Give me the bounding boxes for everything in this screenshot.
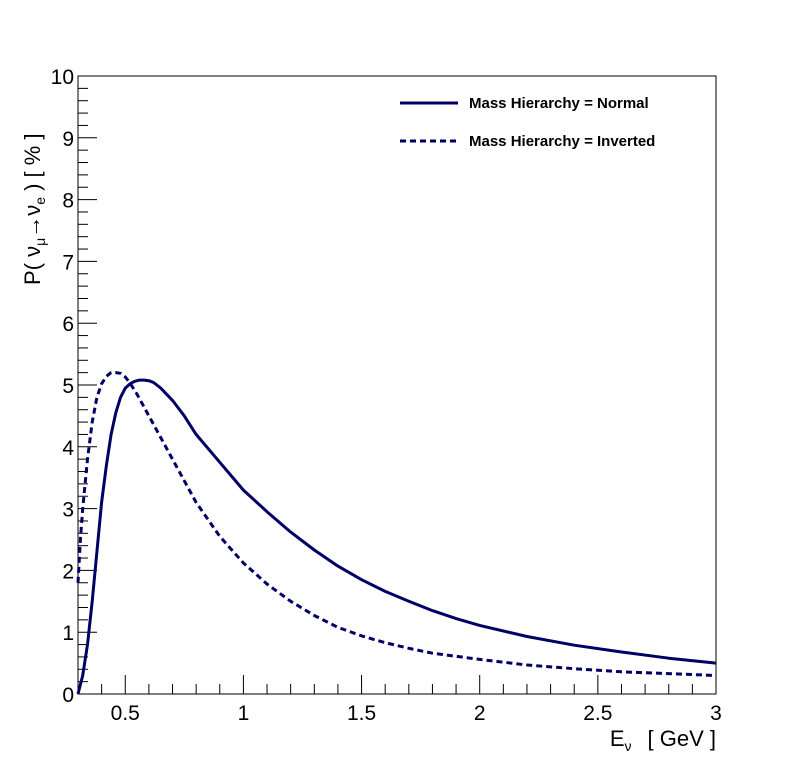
y-tick-label: 1 [62, 622, 74, 645]
y-tick-label: 5 [62, 375, 74, 398]
y-tick-label: 2 [62, 560, 74, 583]
series-lines [76, 371, 717, 695]
y-tick-label: 4 [62, 437, 74, 460]
x-tick-label: 3 [710, 702, 722, 725]
y-tick-label: 3 [62, 499, 74, 522]
x-tick-label: 2.5 [583, 702, 612, 725]
y-tick-label: 9 [62, 128, 74, 151]
y-tick-label: 7 [62, 251, 74, 274]
y-axis-suffix: ) [ % ] [20, 133, 45, 197]
plot-frame [77, 75, 717, 695]
y-tick-label: 8 [62, 190, 74, 213]
series-line-normal [76, 378, 717, 695]
x-axis-title: Eν [ GeV ] [610, 726, 716, 754]
y-axis-sub-e: e [32, 197, 48, 205]
x-tick-label: 1 [238, 702, 250, 725]
y-axis-sub-mu: μ [32, 238, 48, 246]
x-tick-label: 1.5 [347, 702, 376, 725]
y-tick-label: 6 [62, 313, 74, 336]
y-tick-label: 0 [62, 684, 74, 707]
x-axis-subscript: ν [625, 738, 632, 754]
y-axis-arrow: → [20, 216, 45, 238]
legend-label-normal: Mass Hierarchy = Normal [469, 95, 649, 112]
y-axis-title: P( νμ→νe ) [ % ] [20, 133, 48, 285]
x-axis-unit: [ GeV ] [648, 726, 716, 751]
x-tick-label: 2 [474, 702, 486, 725]
x-tick-label: 0.5 [111, 702, 140, 725]
axis-ticks [77, 75, 717, 695]
y-tick-label: 10 [51, 66, 74, 89]
series-line-inverted [76, 371, 717, 677]
y-axis-prefix: P( ν [20, 246, 45, 285]
axis-tick-labels: 0.5 1 1.5 2 2.5 3 0 1 2 3 4 5 6 7 8 9 10 [51, 66, 722, 725]
legend: Mass Hierarchy = Normal Mass Hierarchy =… [400, 95, 655, 150]
x-axis-symbol: E [610, 726, 625, 751]
y-axis-nu: ν [20, 205, 45, 216]
legend-label-inverted: Mass Hierarchy = Inverted [469, 133, 655, 150]
